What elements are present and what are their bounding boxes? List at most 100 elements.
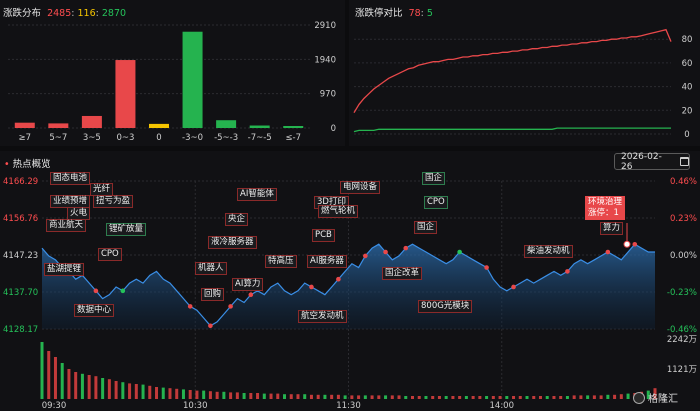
volume-bar bbox=[498, 396, 502, 399]
volume-bar bbox=[464, 396, 468, 399]
hotspot-tag[interactable]: 国企改革 bbox=[382, 267, 423, 280]
volume-bar bbox=[572, 395, 576, 399]
volume-bar bbox=[384, 395, 388, 399]
limit-ratio-panel: 涨跌停对比 78: 5 80 60 40 20 0 bbox=[349, 0, 700, 146]
hotspot-tag[interactable]: 特高压 bbox=[265, 255, 297, 268]
hotspot-tag[interactable]: PCB bbox=[312, 229, 335, 242]
hotspot-tag[interactable]: 央企 bbox=[225, 213, 249, 226]
hotspot-tag[interactable]: CPO bbox=[424, 196, 448, 209]
hotspot-event-dot bbox=[632, 241, 638, 247]
dist-ytick: 2910 bbox=[314, 21, 336, 31]
distribution-panel: 涨跌分布 2485: 116: 2870 2910 1940 970 0 ≥7 5~7 3~… bbox=[0, 0, 345, 146]
hotspot-right-tick: -0.46% bbox=[667, 325, 697, 335]
volume-bar bbox=[538, 396, 542, 399]
highlight-tag[interactable]: 环境治理 涨停：1 bbox=[585, 196, 626, 220]
hotspot-tag[interactable]: 算力 bbox=[600, 222, 624, 235]
hotspot-tag[interactable]: 固态电池 bbox=[50, 172, 91, 185]
volume-bar bbox=[316, 394, 320, 399]
hotspot-tag[interactable]: AI智能体 bbox=[237, 188, 277, 201]
hotspot-line bbox=[41, 243, 655, 327]
volume-bar bbox=[565, 396, 569, 399]
volume-bar bbox=[269, 393, 273, 399]
volume-bar bbox=[175, 388, 179, 399]
dist-bar bbox=[14, 122, 35, 128]
limit-ratio-title-row: 涨跌停对比 78: 5 bbox=[355, 8, 433, 19]
hotspot-tag[interactable]: 机器人 bbox=[195, 262, 227, 275]
hotspot-tag[interactable]: 柴油发动机 bbox=[524, 245, 573, 258]
volume-bar bbox=[626, 393, 630, 399]
hotspot-tag[interactable]: 国企 bbox=[422, 172, 446, 185]
hotspot-tag[interactable]: 商业航天 bbox=[46, 219, 87, 232]
dist-bar bbox=[283, 126, 304, 128]
volume-bar bbox=[525, 396, 529, 399]
time-tick: 10:30 bbox=[183, 401, 208, 411]
hotspot-tag[interactable]: 电网设备 bbox=[340, 181, 381, 194]
highlight-tag-name: 环境治理 bbox=[588, 197, 623, 207]
hotspot-event-dot bbox=[336, 276, 341, 282]
hotspot-tag[interactable]: AI算力 bbox=[232, 278, 264, 291]
dist-bar bbox=[182, 31, 203, 129]
hotspot-panel: • 热点概览 4166.29 0.46% 4156.76 0.23% 4147.23 0.… bbox=[0, 151, 700, 411]
hotspot-event-dot bbox=[383, 249, 388, 255]
limit-ratio-title: 涨跌停对比 bbox=[355, 8, 403, 19]
volume-bar bbox=[485, 396, 489, 399]
volume-bar bbox=[545, 396, 549, 399]
date-picker[interactable]: 2026-02-26 bbox=[614, 151, 690, 172]
volume-bar bbox=[444, 396, 448, 399]
hotspot-tag[interactable]: CPO bbox=[98, 248, 122, 261]
hotspot-tag[interactable]: 回购 bbox=[201, 288, 225, 301]
distribution-chart: 2910 1940 970 0 ≥7 5~7 3~5 0~3 0 -3~0 -5~-3 -7~-5 ≤-… bbox=[8, 21, 336, 143]
hotspot-tag[interactable]: 扭亏为盈 bbox=[93, 195, 134, 208]
hotspot-event-dot bbox=[457, 249, 462, 255]
volume-bar bbox=[128, 383, 132, 399]
volume-bar bbox=[397, 395, 401, 399]
volume-bar bbox=[161, 387, 165, 399]
down-limit-line bbox=[353, 127, 671, 133]
hotspot-tag[interactable]: 盐湖提锂 bbox=[44, 263, 85, 276]
volume-bar bbox=[256, 393, 260, 399]
calendar-icon[interactable] bbox=[680, 157, 689, 166]
volume-tick: 2242万 bbox=[667, 335, 697, 345]
volume-bar bbox=[410, 396, 414, 399]
hotspot-event-dot bbox=[565, 269, 570, 274]
down-count: 2870 bbox=[101, 8, 127, 19]
ratio-ytick: 80 bbox=[682, 35, 693, 45]
hotspot-tag[interactable]: 燃气轮机 bbox=[318, 205, 359, 218]
dist-xtick: ≤-7 bbox=[285, 133, 301, 143]
date-value: 2026-02-26 bbox=[621, 151, 662, 172]
volume-bar bbox=[606, 394, 610, 399]
volume-bar bbox=[195, 390, 199, 399]
volume-bar bbox=[559, 396, 563, 399]
hotspot-tag[interactable]: 液冷服务器 bbox=[208, 236, 257, 249]
hotspot-chart: 4166.29 0.46% 4156.76 0.23% 4147.23 0.00% 4137… bbox=[3, 177, 697, 411]
dist-xtick: -3~0 bbox=[182, 133, 203, 143]
hotspot-tag[interactable]: 锂矿放量 bbox=[106, 223, 147, 236]
volume-bar bbox=[471, 396, 475, 399]
volume-bar bbox=[532, 396, 536, 399]
hotspot-tag[interactable]: 800G光模块 bbox=[418, 300, 473, 313]
volume-bar bbox=[303, 394, 307, 399]
volume-bar bbox=[417, 396, 421, 399]
brand-logo: 格隆汇 bbox=[633, 390, 678, 405]
volume-bar bbox=[229, 392, 233, 399]
volume-bar bbox=[451, 396, 455, 399]
volume-bar bbox=[458, 396, 462, 399]
volume-bar bbox=[107, 379, 111, 399]
volume-bar bbox=[208, 391, 212, 399]
hotspot-tag[interactable]: 国企 bbox=[414, 221, 438, 234]
volume-bar bbox=[87, 375, 91, 399]
hotspot-tag[interactable]: 航空发动机 bbox=[298, 310, 347, 323]
volume-bar bbox=[350, 395, 354, 399]
hotspot-tag[interactable]: 数据中心 bbox=[74, 304, 115, 317]
volume-bar bbox=[330, 394, 334, 399]
volume-bar bbox=[94, 376, 98, 399]
hotspot-event-dot bbox=[93, 288, 99, 294]
dist-ytick: 970 bbox=[320, 90, 336, 100]
volume-bar bbox=[235, 392, 239, 399]
volume-bar bbox=[289, 394, 293, 399]
hotspot-area bbox=[42, 244, 655, 329]
dist-bar bbox=[249, 125, 270, 128]
volume-bar bbox=[249, 393, 253, 399]
hotspot-tag[interactable]: AI服务器 bbox=[307, 255, 347, 268]
volume-bar bbox=[370, 395, 374, 399]
